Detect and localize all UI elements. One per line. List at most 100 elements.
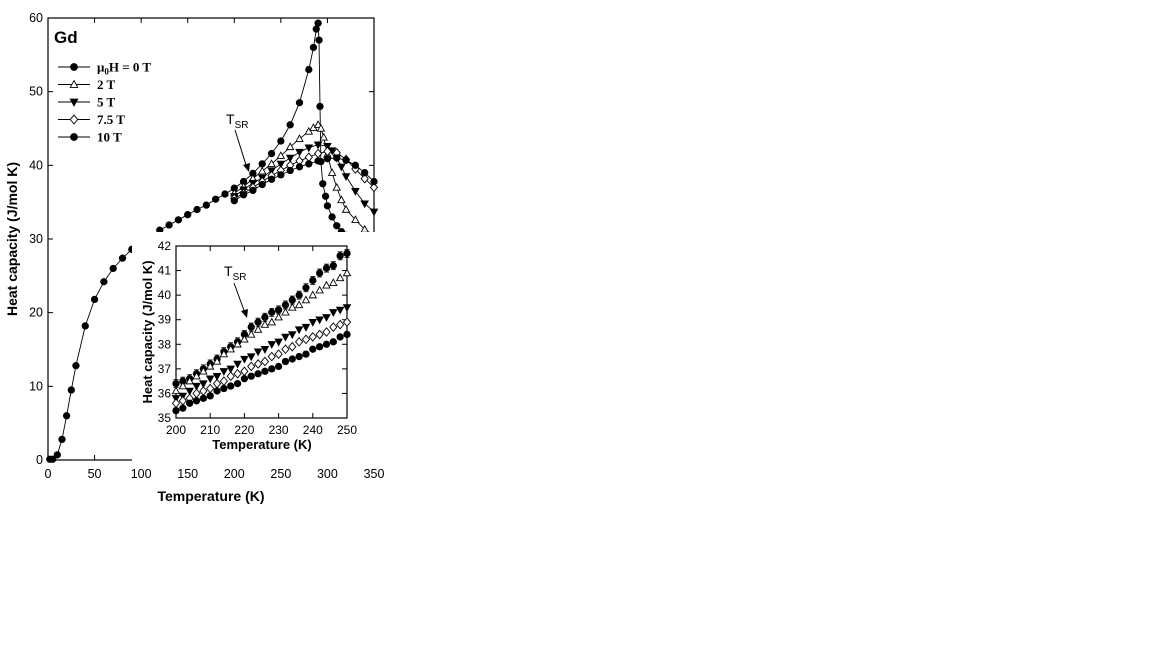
main-data-point: [333, 222, 341, 230]
main-data-point: [165, 221, 173, 229]
main-data-point: [319, 132, 328, 141]
main-data-point: [370, 177, 378, 186]
main-data-point: [337, 163, 346, 172]
tsr-arrow-line: [234, 129, 248, 169]
inset-y-tick-label: 41: [158, 264, 172, 278]
inset-data-point: [185, 387, 194, 396]
main-data-point: [49, 455, 57, 463]
inset-data-point: [308, 332, 317, 342]
inset-data-point: [240, 334, 249, 343]
main-data-point: [295, 163, 304, 171]
inset-data-point: [281, 344, 290, 355]
main-data-point: [286, 166, 294, 175]
inset-data-point: [220, 384, 228, 393]
legend-label: 2 T: [97, 77, 116, 92]
inset-data-point: [253, 348, 263, 357]
inset-data-point: [342, 317, 352, 328]
inset-y-tick-label: 38: [158, 337, 172, 351]
main-data-point: [212, 195, 220, 203]
inset-data-point: [322, 314, 331, 322]
main-data-point: [316, 102, 324, 111]
inset-series-2: [171, 304, 352, 403]
main-data-point: [304, 152, 313, 163]
legend-label: 5 T: [97, 95, 116, 110]
inset-data-point: [336, 252, 344, 260]
inset-data-point: [322, 264, 331, 272]
main-data-point: [305, 160, 313, 168]
inset-data-point: [274, 312, 283, 321]
main-data-point: [239, 191, 248, 199]
main-data-point: [249, 186, 257, 195]
inset-data-point: [329, 338, 337, 346]
main-data-point: [277, 171, 285, 179]
inset-data-point: [247, 323, 255, 331]
main-data-point: [62, 412, 71, 420]
main-series-line: [234, 157, 375, 202]
main-x-tick-label: 0: [45, 467, 52, 481]
main-data-point: [67, 386, 75, 394]
main-data-point: [258, 180, 266, 189]
main-data-point: [351, 187, 360, 196]
main-data-point: [314, 19, 322, 27]
inset-data-point: [199, 366, 208, 375]
main-data-point: [314, 157, 322, 165]
main-x-tick-label: 350: [364, 467, 385, 481]
inset-data-point: [322, 280, 331, 289]
main-data-point: [100, 278, 108, 286]
main-data-point: [295, 99, 304, 107]
inset-data-point: [247, 361, 256, 372]
main-x-tick-label: 150: [177, 467, 198, 481]
main-data-point: [309, 43, 318, 52]
main-data-point: [276, 151, 286, 159]
main-data-point: [53, 451, 61, 459]
main-data-point: [304, 126, 314, 135]
inset-data-point: [301, 295, 311, 304]
inset-data-point: [186, 399, 194, 407]
inset-data-point: [240, 355, 249, 364]
inset-data-point: [302, 284, 310, 292]
main-data-point: [342, 156, 350, 164]
inset-data-point: [336, 319, 345, 330]
legend-marker: [69, 114, 79, 125]
main-data-point: [257, 166, 267, 175]
main-data-point: [312, 25, 320, 33]
inset-data-point: [342, 304, 352, 313]
inset-data-point: [315, 269, 324, 277]
inset-data-point: [219, 368, 229, 376]
main-series-1: [230, 120, 379, 239]
inset-data-point: [335, 273, 345, 282]
legend-item: 2 T: [58, 77, 116, 92]
main-y-tick-label: 60: [29, 11, 43, 25]
inset-data-point: [308, 319, 318, 327]
inset-data-point: [315, 343, 324, 351]
main-data-point: [295, 134, 304, 142]
main-data-point: [267, 159, 276, 168]
main-data-point: [333, 154, 341, 162]
inset-data-point: [329, 278, 338, 287]
main-data-point: [328, 213, 336, 221]
inset-series: [171, 248, 352, 415]
inset-data-point: [212, 356, 222, 365]
inset-data-point: [246, 353, 256, 362]
main-data-point: [351, 161, 360, 169]
inset-x-tick-label: 210: [200, 423, 220, 437]
inset-data-point: [199, 380, 208, 389]
main-data-point: [327, 168, 337, 176]
inset-x-tick-label: 230: [269, 423, 289, 437]
inset-data-point: [226, 371, 235, 382]
tsr-label: TSR: [226, 111, 248, 131]
inset-x-tick-label: 220: [234, 423, 254, 437]
legend-marker: [69, 79, 79, 88]
legend-marker: [70, 63, 78, 71]
inset-data-point: [315, 329, 324, 340]
inset-data-point: [288, 296, 296, 304]
inset-data-point: [274, 306, 283, 314]
inset-data-point: [178, 381, 188, 390]
inset-data-point: [322, 340, 331, 348]
main-data-point: [90, 295, 99, 304]
inset-data-point: [233, 360, 242, 369]
inset-data-point: [274, 338, 283, 347]
main-y-tick-label: 20: [29, 306, 43, 320]
inset-x-tick-label: 250: [337, 423, 357, 437]
legend-marker: [69, 98, 79, 107]
